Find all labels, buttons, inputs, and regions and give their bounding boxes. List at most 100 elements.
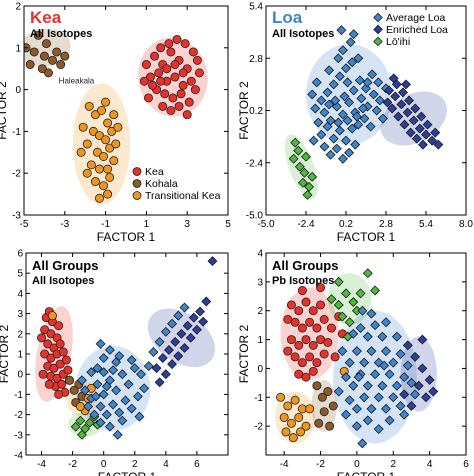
data-point: [322, 121, 333, 132]
data-point: [424, 375, 435, 385]
data-point: [76, 147, 86, 157]
data-point: [381, 317, 391, 328]
data-point: [290, 137, 301, 148]
data-point: [113, 122, 123, 132]
data-point: [312, 381, 322, 391]
data-point: [350, 139, 361, 150]
x-tick-label: 3: [184, 219, 190, 230]
data-point: [123, 379, 134, 390]
data-point: [97, 106, 107, 116]
data-point: [336, 25, 347, 36]
data-point: [101, 135, 111, 145]
data-point: [408, 115, 419, 126]
data-point: [324, 65, 335, 76]
data-point: [344, 317, 355, 328]
data-point: [104, 421, 115, 432]
data-point: [344, 357, 355, 368]
data-point: [301, 151, 311, 162]
data-point: [345, 37, 356, 48]
data-point: [366, 403, 377, 414]
data-point: [301, 335, 311, 345]
data-point: [49, 363, 59, 373]
data-point: [296, 427, 306, 437]
data-point: [417, 363, 428, 374]
data-point: [410, 103, 421, 114]
data-point: [88, 126, 98, 136]
legend-marker: [373, 36, 383, 47]
data-point: [80, 385, 91, 396]
data-point: [312, 323, 322, 333]
data-point: [399, 119, 410, 130]
data-point: [316, 129, 327, 140]
data-point: [328, 401, 338, 411]
data-point: [404, 95, 415, 106]
data-point: [322, 87, 333, 98]
x-tick-label: -2: [316, 459, 325, 470]
data-point: [82, 139, 92, 149]
data-point: [52, 47, 62, 57]
data-point: [111, 139, 121, 149]
data-point: [37, 333, 47, 343]
data-point: [361, 83, 371, 94]
data-point: [373, 424, 384, 434]
data-point: [370, 369, 381, 380]
data-point: [173, 310, 184, 321]
panel-title: Kea: [30, 8, 62, 27]
panel-2: -5.0 -2.4 0.2 2.8 5.4 8.0 -5.0 -2.4 0.2 2.8 5.4 FAC…: [237, 2, 473, 245]
data-point: [362, 331, 373, 342]
plot-area: [284, 25, 447, 200]
data-point: [134, 411, 145, 422]
data-point: [129, 363, 140, 374]
data-point: [184, 97, 194, 107]
data-point: [344, 395, 355, 406]
data-point: [150, 51, 160, 61]
data-point: [94, 164, 104, 174]
data-point: [305, 404, 315, 414]
data-point: [294, 161, 305, 172]
x-tick-label: -2.4: [297, 219, 315, 230]
data-point: [323, 337, 333, 347]
data-point: [126, 355, 137, 366]
data-point: [290, 352, 300, 362]
data-point: [319, 314, 329, 324]
plot-frame: [265, 252, 467, 456]
data-point: [308, 306, 318, 316]
plot-area: [24, 28, 208, 205]
data-point: [308, 340, 318, 350]
panel-subtitle: All Isotopes: [272, 28, 334, 40]
data-point: [391, 331, 402, 342]
data-point: [95, 417, 106, 428]
data-point: [283, 401, 293, 411]
data-point: [294, 340, 304, 350]
data-point: [286, 300, 296, 310]
data-point: [105, 143, 115, 153]
legend-marker: [373, 12, 383, 23]
x-tick-label: 5: [225, 219, 231, 230]
x-tick-label: -4: [280, 459, 289, 470]
data-point: [107, 126, 117, 136]
data-point: [308, 366, 318, 376]
data-point: [402, 107, 413, 118]
y-tick-label: 0: [15, 85, 21, 96]
data-point: [325, 421, 335, 431]
data-point: [362, 77, 373, 88]
data-point: [29, 47, 39, 57]
data-point: [283, 346, 293, 356]
data-point: [57, 379, 67, 389]
data-point: [132, 391, 143, 402]
data-point: [178, 80, 188, 90]
data-point: [377, 113, 388, 124]
data-point: [357, 438, 368, 449]
data-point: [148, 80, 158, 90]
data-point: [399, 409, 410, 420]
data-point: [170, 72, 180, 82]
data-point: [46, 353, 56, 363]
data-point: [362, 380, 373, 391]
data-point: [154, 336, 165, 347]
data-point: [103, 164, 113, 174]
data-point: [108, 365, 118, 376]
data-point: [103, 118, 113, 128]
data-point: [302, 189, 313, 200]
data-point: [341, 288, 351, 299]
data-point: [370, 320, 381, 331]
